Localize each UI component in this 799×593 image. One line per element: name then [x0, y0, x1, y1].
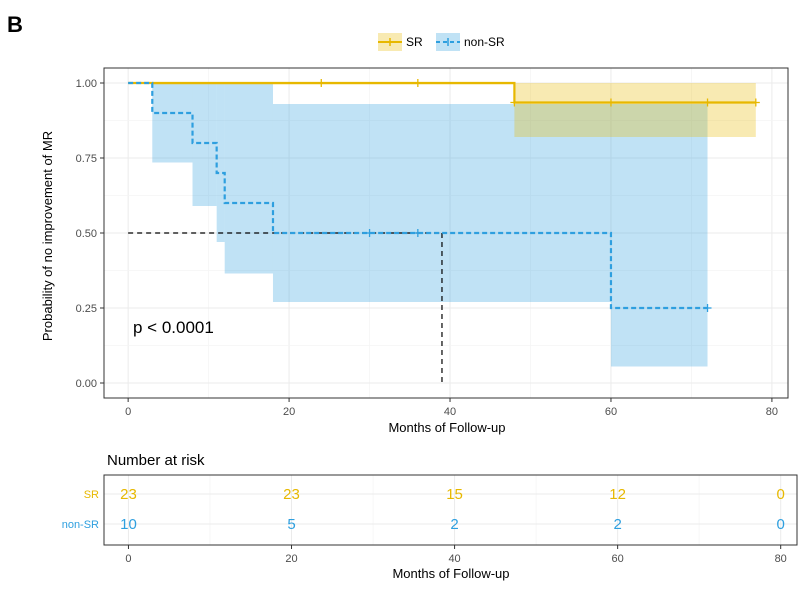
y-tick-label: 0.75 — [76, 153, 97, 165]
x-tick-label: 80 — [766, 406, 778, 418]
risk-value-non-sr: 10 — [120, 516, 137, 533]
risk-x-tick-label: 0 — [125, 553, 131, 565]
risk-value-sr: 15 — [446, 486, 463, 503]
x-tick-label: 0 — [125, 406, 131, 418]
legend-label-sr: SR — [406, 35, 423, 49]
risk-value-sr: 23 — [120, 486, 137, 503]
risk-table: Number at risk 23 23 15 12 010 5 2 2 0 SRnon-SR … — [62, 452, 798, 581]
ci-band-non-sr — [224, 83, 273, 274]
legend: SR non-SR — [378, 33, 505, 51]
risk-value-sr: 0 — [777, 486, 785, 503]
ci-band-sr — [514, 83, 756, 137]
risk-value-sr: 23 — [283, 486, 300, 503]
risk-x-tick-label: 20 — [285, 553, 297, 565]
y-tick-label: 1.00 — [76, 78, 97, 90]
risk-table-title: Number at risk — [107, 452, 205, 469]
x-axis-ticks: 0 20 40 60 80 — [125, 398, 778, 418]
y-axis-label: Probability of no improvement of MR — [40, 131, 55, 341]
survival-plot: 0 20 40 60 80 0.00 0.25 0.50 0.75 1.00 Months of… — [40, 67, 789, 435]
ci-band-non-sr — [152, 83, 193, 163]
survival-curve-non-sr — [128, 81, 708, 310]
panel-label: B — [7, 12, 23, 37]
y-tick-label: 0.50 — [76, 228, 97, 240]
risk-value-non-sr: 0 — [777, 516, 785, 533]
y-tick-label: 0.25 — [76, 303, 97, 315]
legend-label-nonsr: non-SR — [464, 35, 505, 49]
risk-border — [103, 474, 798, 546]
y-axis-ticks: 0.00 0.25 0.50 0.75 1.00 — [76, 78, 104, 390]
risk-value-sr: 12 — [609, 486, 626, 503]
ci-band-non-sr — [192, 83, 217, 206]
risk-x-tick-label: 40 — [448, 553, 460, 565]
x-tick-label: 60 — [605, 406, 617, 418]
risk-x-tick-label: 80 — [775, 553, 787, 565]
risk-x-tick-label: 60 — [612, 553, 624, 565]
risk-row-label-non-sr: non-SR — [62, 519, 99, 531]
risk-row-labels: SR non-SR — [62, 489, 99, 531]
risk-value-non-sr: 2 — [613, 516, 621, 533]
risk-row-label-sr: SR — [84, 489, 99, 501]
p-value: p < 0.0001 — [133, 318, 214, 337]
ci-band-non-sr — [610, 104, 708, 367]
x-tick-label: 40 — [444, 406, 456, 418]
ci-band-non-sr — [216, 83, 225, 242]
risk-grid — [104, 475, 797, 545]
x-tick-label: 20 — [283, 406, 295, 418]
risk-x-ticks: 0 20 40 60 80 — [125, 545, 787, 565]
x-axis-label: Months of Follow-up — [388, 420, 505, 435]
risk-value-non-sr: 5 — [287, 516, 295, 533]
censor-marks — [317, 79, 760, 312]
risk-values: 23 23 15 12 0 10 5 2 2 0 — [120, 486, 785, 533]
risk-value-non-sr: 2 — [450, 516, 458, 533]
y-tick-label: 0.00 — [76, 378, 97, 390]
risk-x-axis-label: Months of Follow-up — [392, 566, 509, 581]
